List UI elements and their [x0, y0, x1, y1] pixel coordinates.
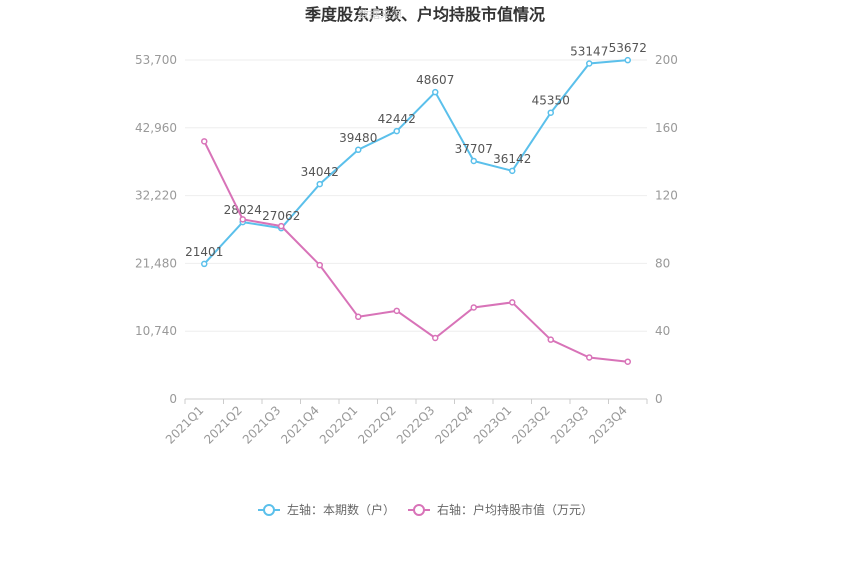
- data-point-1[interactable]: [470, 304, 477, 311]
- data-point-0[interactable]: [432, 88, 439, 96]
- data-point-0[interactable]: [393, 127, 400, 135]
- data-point-0[interactable]: [624, 56, 631, 64]
- data-label: 42442: [378, 112, 416, 126]
- data-point-1[interactable]: [393, 307, 400, 315]
- data-point-1[interactable]: [355, 313, 362, 321]
- watermark: 数据来源: [358, 7, 402, 21]
- x-tick-label: 2022Q1: [317, 403, 361, 447]
- data-label: 37707: [455, 142, 493, 156]
- right-tick-label: 160: [655, 121, 678, 135]
- x-tick-label: 2021Q1: [163, 403, 207, 447]
- data-point-1[interactable]: [586, 354, 593, 361]
- data-point-1[interactable]: [316, 261, 323, 269]
- left-tick-label: 21,480: [135, 256, 177, 270]
- left-axis: 0 10,740 21,480 32,220 42,960 53,700: [135, 53, 177, 406]
- data-point-1[interactable]: [239, 216, 246, 223]
- x-tick-label: 2022Q3: [394, 403, 438, 447]
- x-tick-label: 2021Q3: [240, 403, 284, 447]
- x-tick-label: 2023Q1: [471, 403, 515, 447]
- data-point-1[interactable]: [432, 334, 439, 342]
- series-line-1: [203, 140, 628, 363]
- data-point-0[interactable]: [547, 109, 554, 116]
- data-point-0[interactable]: [316, 180, 323, 188]
- right-tick-label: 120: [655, 189, 678, 203]
- right-tick-label: 80: [655, 256, 670, 270]
- x-tick-label: 2022Q2: [355, 403, 399, 447]
- left-tick-label: 10,740: [135, 324, 177, 338]
- series-line-0: [203, 59, 628, 265]
- data-point-1[interactable]: [509, 299, 516, 306]
- data-label: 28024: [224, 203, 262, 217]
- data-label: 36142: [493, 152, 531, 166]
- legend-item-left[interactable]: 左轴：本期数（户）: [258, 502, 395, 517]
- right-tick-label: 0: [655, 392, 663, 406]
- x-tick-label: 2021Q4: [278, 403, 322, 447]
- x-tick-label: 2022Q4: [432, 403, 476, 447]
- data-label: 45350: [532, 94, 570, 108]
- data-label: 34042: [301, 165, 339, 179]
- x-tick-label: 2023Q2: [509, 403, 553, 447]
- data-point-0[interactable]: [470, 157, 477, 165]
- left-tick-label: 53,700: [135, 53, 177, 67]
- left-tick-label: 0: [169, 392, 177, 406]
- x-tick-label: 2023Q3: [548, 403, 592, 447]
- left-tick-label: 42,960: [135, 121, 177, 135]
- right-axis: 0 40 80 120 160 200: [655, 53, 678, 406]
- left-tick-label: 32,220: [135, 189, 177, 203]
- right-tick-label: 200: [655, 53, 678, 67]
- data-label: 21401: [185, 245, 223, 259]
- x-axis: 2021Q12021Q22021Q32021Q42022Q12022Q22022…: [163, 399, 648, 447]
- data-label: 48607: [416, 73, 454, 87]
- legend-label-right: 右轴：户均持股市值（万元）: [437, 502, 593, 517]
- data-point-0[interactable]: [201, 260, 208, 268]
- legend-item-right[interactable]: 右轴：户均持股市值（万元）: [408, 502, 593, 517]
- data-point-0[interactable]: [586, 60, 593, 67]
- chart-title: 季度股东户数、户均持股市值情况: [304, 5, 545, 24]
- data-point-1[interactable]: [278, 222, 285, 230]
- data-point-1[interactable]: [201, 138, 208, 145]
- data-point-0[interactable]: [355, 146, 362, 154]
- legend[interactable]: 左轴：本期数（户） 右轴：户均持股市值（万元）: [258, 502, 593, 517]
- legend-label-left: 左轴：本期数（户）: [287, 502, 395, 517]
- x-tick-label: 2021Q2: [201, 403, 245, 447]
- data-point-1[interactable]: [624, 358, 631, 365]
- data-point-0[interactable]: [509, 167, 516, 175]
- x-tick-label: 2023Q4: [586, 403, 630, 447]
- right-tick-label: 40: [655, 324, 670, 338]
- data-label: 53147: [570, 44, 608, 58]
- data-point-1[interactable]: [547, 336, 554, 343]
- data-label: 53672: [609, 41, 647, 55]
- data-label: 39480: [339, 131, 377, 145]
- data-label: 27062: [262, 209, 300, 223]
